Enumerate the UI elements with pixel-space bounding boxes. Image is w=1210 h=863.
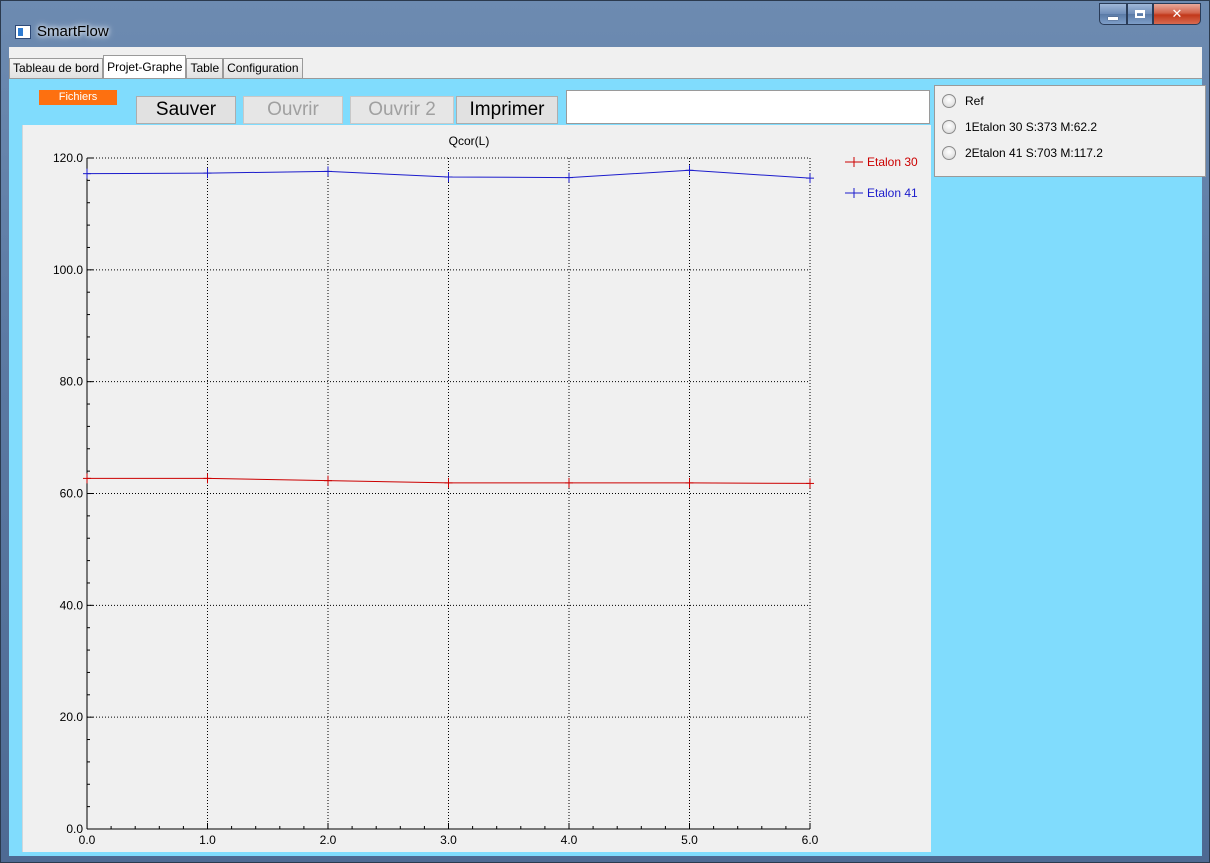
tab-configuration[interactable]: Configuration: [223, 58, 303, 78]
legend-entry-2: Etalon 41: [845, 186, 918, 200]
maximize-button[interactable]: [1127, 3, 1153, 25]
y-tick-label: 80.0: [60, 375, 84, 389]
tab-strip: Tableau de bord Projet-Graphe Table Conf…: [9, 55, 303, 79]
data-point: [324, 166, 332, 177]
legend-label: Etalon 30: [867, 155, 918, 169]
radio-button[interactable]: [942, 146, 956, 160]
client-area: Tableau de bord Projet-Graphe Table Conf…: [9, 47, 1206, 856]
x-tick-label: 4.0: [561, 833, 578, 847]
data-point: [444, 477, 453, 488]
y-tick-label: 120.0: [53, 151, 83, 165]
close-icon: ✕: [1171, 6, 1183, 22]
radio-option-ref[interactable]: Ref: [942, 91, 984, 111]
y-tick-label: 100.0: [53, 263, 83, 277]
data-point: [565, 477, 573, 488]
x-tick-label: 3.0: [440, 833, 457, 847]
open-button[interactable]: Ouvrir: [243, 96, 343, 124]
data-point: [324, 475, 332, 486]
window-title: SmartFlow: [37, 23, 109, 40]
minimize-icon: [1108, 16, 1118, 20]
y-tick-label: 60.0: [60, 487, 84, 501]
chart-title: Qcor(L): [449, 134, 490, 148]
fichiers-label: Fichiers: [39, 90, 117, 105]
tab-table[interactable]: Table: [186, 58, 224, 78]
data-point: [806, 173, 814, 184]
tab-tableau-de-bord[interactable]: Tableau de bord: [9, 58, 104, 78]
x-tick-label: 5.0: [681, 833, 698, 847]
legend-entry-1: Etalon 30: [845, 155, 918, 169]
radio-option-etalon-41[interactable]: 2Etalon 41 S:703 M:117.2: [942, 143, 1103, 163]
data-point: [203, 473, 212, 484]
radio-label: 1Etalon 30 S:373 M:62.2: [965, 120, 1098, 134]
file-path-input[interactable]: [566, 90, 930, 124]
data-point: [83, 473, 91, 484]
data-point: [685, 477, 694, 488]
y-tick-label: 40.0: [60, 598, 84, 612]
caption-buttons: ✕: [1099, 3, 1201, 27]
radio-option-etalon-30[interactable]: 1Etalon 30 S:373 M:62.2: [942, 117, 1097, 137]
x-tick-label: 1.0: [199, 833, 216, 847]
close-button[interactable]: ✕: [1153, 3, 1201, 25]
data-point: [806, 478, 814, 489]
radio-button[interactable]: [942, 120, 956, 134]
chart-area: Qcor(L) 0.0 1.0 2.0 3.0 4.0 5.0 6.0 0.0 20.0 40.0…: [22, 125, 931, 852]
y-tick-label: 0.0: [66, 822, 83, 836]
data-point: [203, 168, 212, 179]
line-chart: Qcor(L) 0.0 1.0 2.0 3.0 4.0 5.0 6.0 0.0 20.0 40.0…: [53, 134, 918, 847]
radio-button[interactable]: [942, 94, 956, 108]
data-point: [444, 172, 453, 183]
maximize-icon: [1135, 10, 1145, 18]
print-button[interactable]: Imprimer: [456, 96, 558, 124]
y-tick-label: 20.0: [60, 710, 84, 724]
tab-projet-graphe[interactable]: Projet-Graphe: [103, 55, 187, 79]
data-point: [83, 168, 91, 179]
minimize-button[interactable]: [1099, 3, 1127, 25]
data-point: [685, 165, 694, 176]
x-tick-label: 0.0: [79, 833, 96, 847]
x-tick-label: 2.0: [320, 833, 337, 847]
legend-label: Etalon 41: [867, 186, 918, 200]
save-button[interactable]: Sauver: [136, 96, 236, 124]
title-bar[interactable]: SmartFlow ✕: [1, 1, 1209, 47]
app-window-icon[interactable]: [15, 25, 31, 39]
data-point: [565, 172, 573, 183]
projet-graphe-panel: Fichiers Sauver Ouvrir Ouvrir 2 Imprimer…: [9, 78, 1206, 856]
radio-label: Ref: [965, 94, 984, 108]
series-selector-panel: Ref 1Etalon 30 S:373 M:62.2 2Etalon 41 S…: [934, 85, 1206, 177]
open2-button[interactable]: Ouvrir 2: [350, 96, 454, 124]
x-tick-label: 6.0: [802, 833, 819, 847]
radio-label: 2Etalon 41 S:703 M:117.2: [965, 146, 1103, 160]
